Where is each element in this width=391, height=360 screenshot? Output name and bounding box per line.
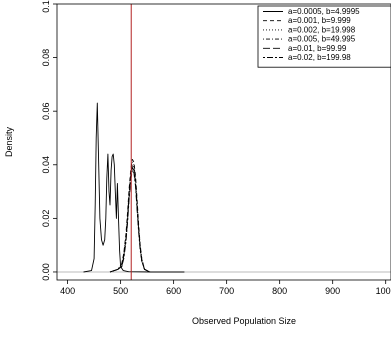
y-tick-label: 0.02 bbox=[41, 210, 51, 228]
legend-box bbox=[257, 5, 391, 68]
y-tick-label: 0.00 bbox=[41, 263, 51, 281]
series-line-4 bbox=[109, 164, 185, 273]
x-tick-label: 900 bbox=[325, 286, 340, 296]
x-axis-label: Observed Population Size bbox=[192, 316, 296, 326]
series-layer bbox=[83, 4, 185, 280]
legend-entry: a=0.02, b=199.98 bbox=[288, 53, 351, 62]
y-tick-label: 0.04 bbox=[41, 156, 51, 174]
y-tick-label: 0.06 bbox=[41, 102, 51, 120]
legend-entry: a=0.001, b=9.999 bbox=[288, 16, 351, 25]
x-tick-label: 800 bbox=[272, 286, 287, 296]
legend-entry: a=0.0005, b=4.9995 bbox=[288, 7, 360, 16]
series-line-5 bbox=[109, 167, 185, 273]
y-axis-label: Density bbox=[4, 126, 14, 157]
plot-frame bbox=[56, 3, 391, 281]
y-tick-label: 0.10 bbox=[41, 0, 51, 13]
x-tick-label: 700 bbox=[219, 286, 234, 296]
legend-entry: a=0.005, b=49.995 bbox=[288, 35, 356, 44]
series-line-2 bbox=[109, 158, 185, 273]
x-tick-label: 500 bbox=[113, 286, 128, 296]
x-tick-label: 400 bbox=[60, 286, 75, 296]
series-line-1 bbox=[83, 102, 185, 273]
legend-entry: a=0.01, b=99.99 bbox=[288, 44, 347, 53]
series-line-6 bbox=[109, 169, 185, 273]
x-tick-label: 600 bbox=[166, 286, 181, 296]
legend-entry: a=0.002, b=19.998 bbox=[288, 25, 356, 34]
y-tick-label: 0.08 bbox=[41, 49, 51, 67]
series-line-3 bbox=[109, 161, 185, 273]
